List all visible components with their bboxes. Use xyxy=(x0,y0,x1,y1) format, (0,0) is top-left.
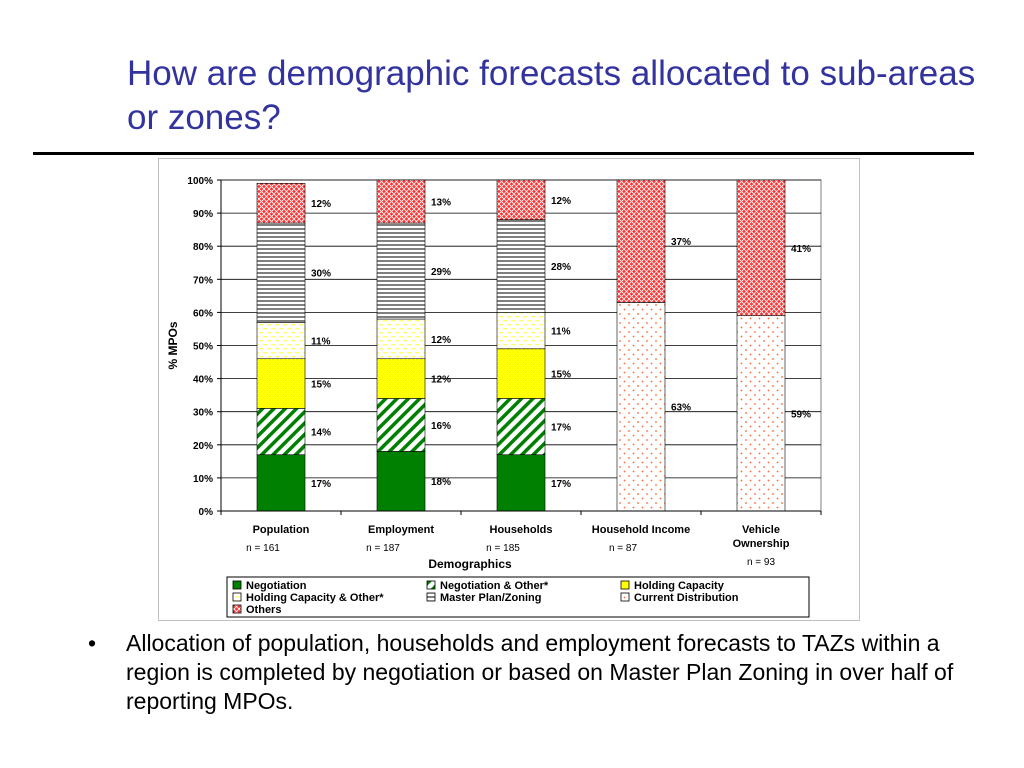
data-label: 12% xyxy=(431,335,451,346)
data-label: 18% xyxy=(431,477,451,488)
data-label: 15% xyxy=(311,380,331,391)
data-label: 11% xyxy=(311,337,331,348)
bar-segment xyxy=(376,318,426,360)
x-category-label: Vehicle Ownership xyxy=(733,524,790,550)
bar-segment xyxy=(256,222,306,323)
bar-segment xyxy=(736,315,786,512)
y-tick-label: 0% xyxy=(199,507,214,518)
bars-layer xyxy=(256,179,786,512)
bar-segment xyxy=(736,179,786,317)
bar-segment xyxy=(256,322,306,360)
bar-segment xyxy=(256,183,306,224)
y-tick-label: 80% xyxy=(193,242,213,253)
bar-segment xyxy=(256,454,306,512)
data-label: 37% xyxy=(671,237,691,248)
data-label: 17% xyxy=(551,479,571,490)
y-tick-label: 60% xyxy=(193,308,213,319)
y-tick-label: 90% xyxy=(193,209,213,220)
y-tick-label: 10% xyxy=(193,474,213,485)
data-label: 29% xyxy=(431,267,451,278)
x-category-label: Population xyxy=(253,524,310,536)
legend-swatch xyxy=(232,580,242,590)
x-category-n: n = 161 xyxy=(246,543,280,554)
x-category-n: n = 93 xyxy=(747,557,776,568)
x-category-label: Household Income xyxy=(592,524,690,536)
y-tick-label: 40% xyxy=(193,375,213,386)
bar-segment xyxy=(496,348,546,399)
data-label: 14% xyxy=(311,428,331,439)
labels-layer: 17% 14% 15% 11% 30% 12% 18% 16% 12% 12% 29% 13% 17% 1… xyxy=(311,196,811,490)
bar-segment xyxy=(376,398,426,452)
legend-label: Others xyxy=(246,604,281,616)
slide-title: How are demographic forecasts allocated … xyxy=(127,54,976,137)
title-divider xyxy=(33,152,974,155)
data-label: 13% xyxy=(431,198,451,209)
legend-swatch xyxy=(232,604,242,614)
bar-segment xyxy=(496,398,546,456)
data-label: 59% xyxy=(791,409,811,420)
y-tick-label: 100% xyxy=(187,176,213,187)
legend: Negotiation Negotiation & Other* Holding C… xyxy=(226,576,810,618)
y-tick-label: 50% xyxy=(193,342,213,353)
bar-segment xyxy=(376,451,426,512)
legend-swatch xyxy=(232,592,242,602)
legend-label: Negotiation xyxy=(246,580,307,592)
bar-segment xyxy=(376,358,426,399)
data-label: 12% xyxy=(311,199,331,210)
legend-swatch xyxy=(620,592,630,602)
y-axis-title: % MPOs xyxy=(166,321,180,369)
data-label: 17% xyxy=(551,423,571,434)
data-label: 15% xyxy=(551,370,571,381)
data-label: 12% xyxy=(551,196,571,207)
stacked-bar-chart: 17% 14% 15% 11% 30% 12% 18% 16% 12% 12% 29% 13% 17% 1… xyxy=(166,176,822,618)
bar-segment xyxy=(616,179,666,303)
bullet-symbol: • xyxy=(88,630,97,656)
data-label: 28% xyxy=(551,262,571,273)
legend-label: Holding Capacity & Other* xyxy=(246,592,384,604)
bar-segment xyxy=(496,219,546,313)
bar-segment xyxy=(376,222,426,320)
data-label: 63% xyxy=(671,403,691,414)
legend-label: Holding Capacity xyxy=(634,580,725,592)
data-label: 12% xyxy=(431,375,451,386)
legend-swatch xyxy=(620,580,630,590)
legend-label: Current Distribution xyxy=(634,592,739,604)
data-label: 30% xyxy=(311,269,331,280)
y-tick-label: 70% xyxy=(193,275,213,286)
bullet-text: Allocation of population, households and… xyxy=(126,630,954,714)
legend-label: Master Plan/Zoning xyxy=(440,592,541,604)
y-tick-label: 30% xyxy=(193,408,213,419)
legend-label: Negotiation & Other* xyxy=(440,580,549,592)
x-axis-title: Demographics xyxy=(428,557,512,571)
data-label: 17% xyxy=(311,479,331,490)
bar-segment xyxy=(256,358,306,409)
bar-segment xyxy=(496,312,546,350)
bar-segment xyxy=(496,179,546,221)
legend-box xyxy=(226,576,810,618)
axis-layer: 0% 10% 20% 30% 40% 50% 60% 70% 80% 90% 100% Populat… xyxy=(166,176,822,571)
data-label: 41% xyxy=(791,244,811,255)
bar-segment xyxy=(496,454,546,512)
bar-segment xyxy=(616,302,666,512)
x-category-label: Households xyxy=(490,524,553,536)
chart-frame: 17% 14% 15% 11% 30% 12% 18% 16% 12% 12% 29% 13% 17% 1… xyxy=(158,158,860,621)
x-category-n: n = 185 xyxy=(486,543,520,554)
data-label: 16% xyxy=(431,421,451,432)
bar-segment xyxy=(376,179,426,224)
x-category-n: n = 187 xyxy=(366,543,400,554)
x-category-n: n = 87 xyxy=(609,543,638,554)
y-tick-label: 20% xyxy=(193,441,213,452)
x-category-label: Employment xyxy=(368,524,434,536)
data-label: 11% xyxy=(551,327,571,338)
legend-swatch xyxy=(426,580,436,590)
bar-segment xyxy=(256,408,306,456)
legend-swatch xyxy=(426,592,436,602)
